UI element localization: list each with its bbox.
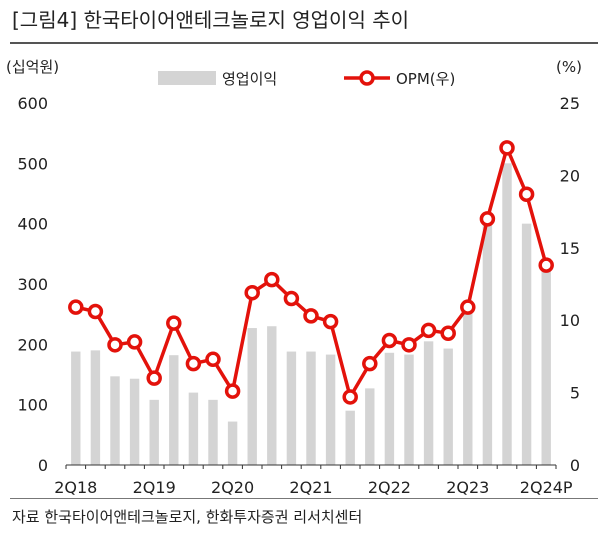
opm-point-3Q20 bbox=[244, 284, 260, 301]
opm-point-4Q18 bbox=[107, 337, 123, 353]
right-axis-tick-label: 0 bbox=[570, 456, 580, 475]
opm-markers bbox=[68, 140, 554, 405]
x-tick-label: 2Q23 bbox=[446, 478, 489, 497]
opm-point-2Q24P bbox=[538, 257, 554, 273]
x-axis-labels: 2Q18 2Q19 2Q20 2Q21 2Q22 2Q23 2Q24P bbox=[54, 478, 573, 497]
right-axis-ticks: 0 5 10 15 20 25 bbox=[560, 94, 580, 475]
source-divider bbox=[10, 498, 598, 499]
bar-3Q22 bbox=[404, 354, 414, 465]
opm-point-2Q21 bbox=[303, 308, 319, 324]
opm-point-2Q18 bbox=[68, 299, 84, 315]
bar-2Q19 bbox=[149, 399, 159, 465]
x-tick-label: 2Q24P bbox=[520, 478, 573, 497]
opm-point-2Q23 bbox=[460, 299, 476, 315]
x-tick-label: 2Q22 bbox=[368, 478, 411, 497]
opm-point-1Q23 bbox=[440, 325, 456, 341]
bar-4Q19 bbox=[188, 392, 199, 465]
bar-3Q20 bbox=[247, 328, 257, 465]
opm-point-1Q22 bbox=[362, 355, 378, 372]
opm-point-1Q21 bbox=[283, 290, 300, 307]
chart: (십억원) (%) 영업이익 OPM(우) 010020030040050060… bbox=[6, 58, 582, 497]
right-axis-tick-label: 15 bbox=[560, 239, 580, 258]
legend-bar-swatch bbox=[158, 71, 216, 85]
bar-1Q23 bbox=[443, 348, 453, 465]
right-axis-unit-label: (%) bbox=[556, 58, 582, 76]
left-axis-tick-label: 200 bbox=[17, 335, 48, 354]
bar-1Q19 bbox=[129, 378, 140, 465]
bar-4Q20 bbox=[267, 326, 277, 465]
right-axis-tick-label: 5 bbox=[570, 384, 580, 403]
opm-point-4Q20 bbox=[264, 271, 280, 288]
bar-1Q22 bbox=[365, 388, 375, 465]
left-axis-unit-label: (십억원) bbox=[6, 58, 59, 76]
bar-2Q23 bbox=[463, 306, 473, 465]
operating-profit-bars bbox=[71, 163, 551, 466]
x-tick-label: 2Q21 bbox=[289, 478, 332, 497]
bar-1Q24 bbox=[521, 223, 532, 465]
x-tick-label: 2Q20 bbox=[211, 478, 254, 497]
opm-point-2Q19 bbox=[146, 370, 162, 386]
left-axis-tick-label: 500 bbox=[17, 154, 48, 173]
bar-2Q18 bbox=[71, 351, 81, 465]
x-tick-label: 2Q18 bbox=[54, 478, 97, 497]
bar-2Q22 bbox=[384, 352, 395, 465]
bar-3Q23 bbox=[482, 224, 493, 465]
right-axis-tick-label: 25 bbox=[560, 94, 580, 113]
bar-3Q19 bbox=[169, 355, 179, 465]
bar-1Q21 bbox=[286, 351, 297, 465]
opm-point-4Q21 bbox=[342, 389, 358, 405]
opm-point-4Q22 bbox=[420, 322, 437, 339]
bar-4Q23 bbox=[502, 163, 512, 466]
bar-4Q18 bbox=[110, 376, 120, 465]
legend-bar-label: 영업이익 bbox=[222, 70, 277, 88]
opm-point-3Q21 bbox=[322, 313, 339, 330]
opm-point-4Q19 bbox=[185, 355, 202, 372]
opm-point-1Q24 bbox=[518, 186, 535, 202]
opm-point-3Q23 bbox=[479, 211, 496, 227]
page-title: [그림4] 한국타이어앤테크놀로지 영업이익 추이 bbox=[12, 8, 410, 32]
left-axis-tick-label: 0 bbox=[38, 456, 48, 475]
opm-point-1Q19 bbox=[126, 334, 143, 350]
bar-3Q21 bbox=[325, 354, 336, 465]
legend: 영업이익 OPM(우) bbox=[158, 70, 455, 88]
bar-4Q21 bbox=[345, 410, 355, 465]
source-note: 자료 한국타이어앤테크놀로지, 한화투자증권 리서치센터 bbox=[12, 508, 363, 526]
left-axis-tick-label: 100 bbox=[17, 396, 48, 415]
opm-point-2Q22 bbox=[381, 332, 398, 349]
opm-point-1Q20 bbox=[205, 351, 221, 368]
legend-line-marker bbox=[359, 70, 375, 86]
right-axis-tick-label: 20 bbox=[560, 166, 580, 185]
x-axis-tick-marks bbox=[65, 465, 557, 469]
bar-4Q22 bbox=[423, 341, 434, 465]
opm-point-3Q18 bbox=[87, 303, 104, 320]
opm-point-3Q22 bbox=[401, 337, 417, 353]
left-axis-ticks: 0 100 200 300 400 500 600 bbox=[17, 94, 48, 475]
left-axis-tick-label: 400 bbox=[17, 215, 48, 234]
title-divider bbox=[10, 42, 598, 44]
legend-line-label: OPM(우) bbox=[396, 70, 455, 88]
x-tick-label: 2Q19 bbox=[133, 478, 176, 497]
bar-2Q21 bbox=[306, 351, 316, 465]
right-axis-tick-label: 10 bbox=[560, 311, 580, 330]
opm-point-4Q23 bbox=[499, 140, 515, 156]
bar-2Q20 bbox=[227, 421, 238, 465]
left-axis-tick-label: 300 bbox=[17, 275, 48, 294]
left-axis-tick-label: 600 bbox=[17, 94, 48, 113]
bar-3Q18 bbox=[90, 350, 101, 465]
opm-point-2Q20 bbox=[224, 383, 241, 399]
bar-2Q24P bbox=[541, 258, 551, 465]
bar-1Q20 bbox=[208, 399, 218, 465]
opm-point-3Q19 bbox=[166, 315, 182, 331]
